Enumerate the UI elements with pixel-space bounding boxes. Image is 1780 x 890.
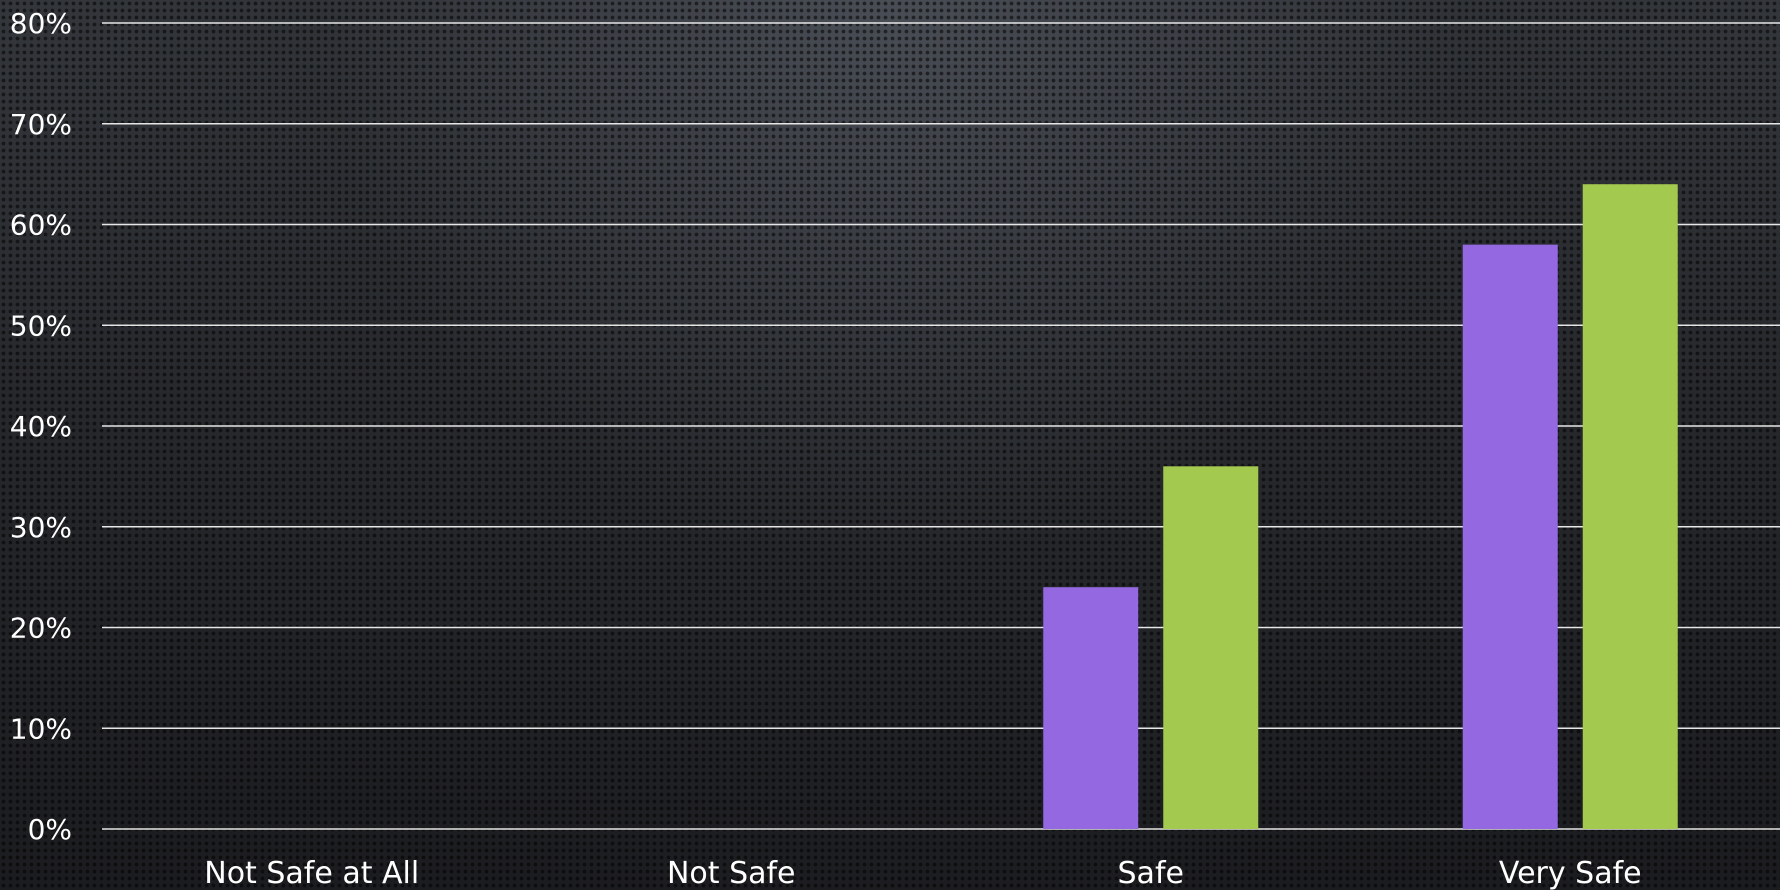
bar xyxy=(1462,244,1558,829)
y-tick-label: 60% xyxy=(10,209,72,242)
y-tick-label: 70% xyxy=(10,108,72,141)
x-category-label: Not Safe at All xyxy=(204,856,419,890)
x-category-label: Very Safe xyxy=(1499,856,1642,890)
bar xyxy=(1582,184,1678,829)
y-tick-label: 0% xyxy=(28,813,72,846)
y-tick-label: 50% xyxy=(10,309,72,342)
bar xyxy=(1043,587,1139,829)
x-category-label: Not Safe xyxy=(667,856,796,890)
y-tick-label: 10% xyxy=(10,712,72,745)
y-tick-label: 30% xyxy=(10,511,72,544)
y-tick-label: 80% xyxy=(10,7,72,40)
x-category-label: Safe xyxy=(1118,856,1184,890)
bar-series xyxy=(1043,184,1678,829)
y-axis-tick-labels: 0% 10% 20% 30% 40% 50% 60% 70% 80% xyxy=(10,7,72,846)
y-tick-label: 40% xyxy=(10,410,72,443)
bar xyxy=(1163,466,1259,829)
y-tick-label: 20% xyxy=(10,612,72,645)
gridlines xyxy=(102,22,1780,830)
x-axis-category-labels: Not Safe at All Not Safe Safe Very Safe xyxy=(204,856,1641,890)
